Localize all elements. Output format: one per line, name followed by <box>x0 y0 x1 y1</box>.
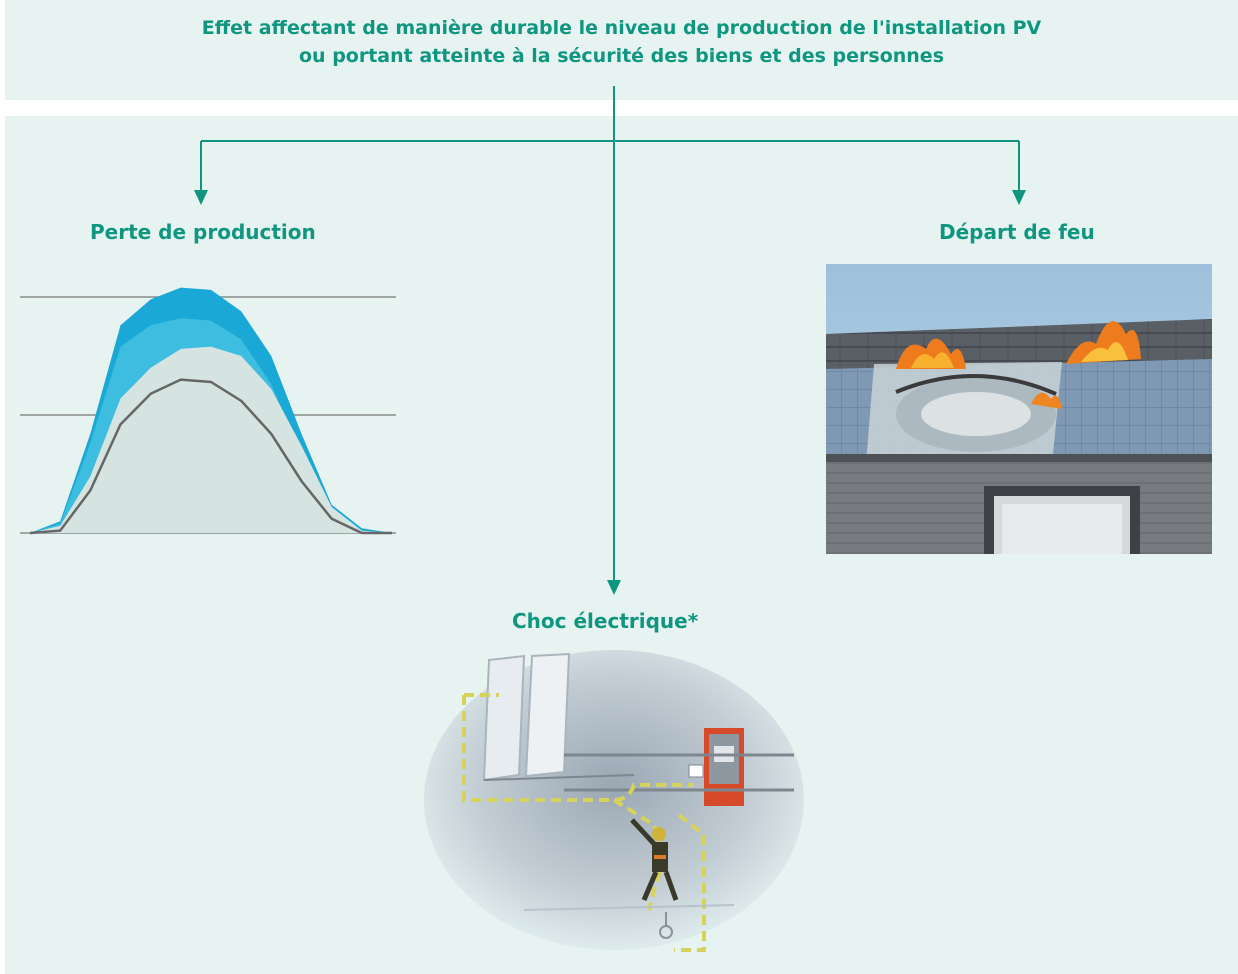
center-arrowhead-icon <box>607 580 621 595</box>
chart-series-3 <box>29 378 392 535</box>
label-depart-de-feu: Départ de feu <box>939 220 1095 244</box>
right-arrowhead-icon <box>1012 190 1026 205</box>
roof-fire-photo <box>826 264 1212 554</box>
label-perte-de-production: Perte de production <box>90 220 316 244</box>
header-line-1: Effet affectant de manière durable le ni… <box>201 17 1042 39</box>
header-title: Effet affectant de manière durable le ni… <box>5 14 1238 70</box>
chart-series-2 <box>30 346 392 533</box>
electric-shock-illustration <box>424 650 804 952</box>
header-line-2: ou portant atteinte à la sécurité des bi… <box>299 45 944 67</box>
left-arrowhead-icon <box>194 190 208 205</box>
label-choc-electrique: Choc électrique* <box>512 609 699 633</box>
header-panel: Effet affectant de manière durable le ni… <box>5 0 1238 100</box>
